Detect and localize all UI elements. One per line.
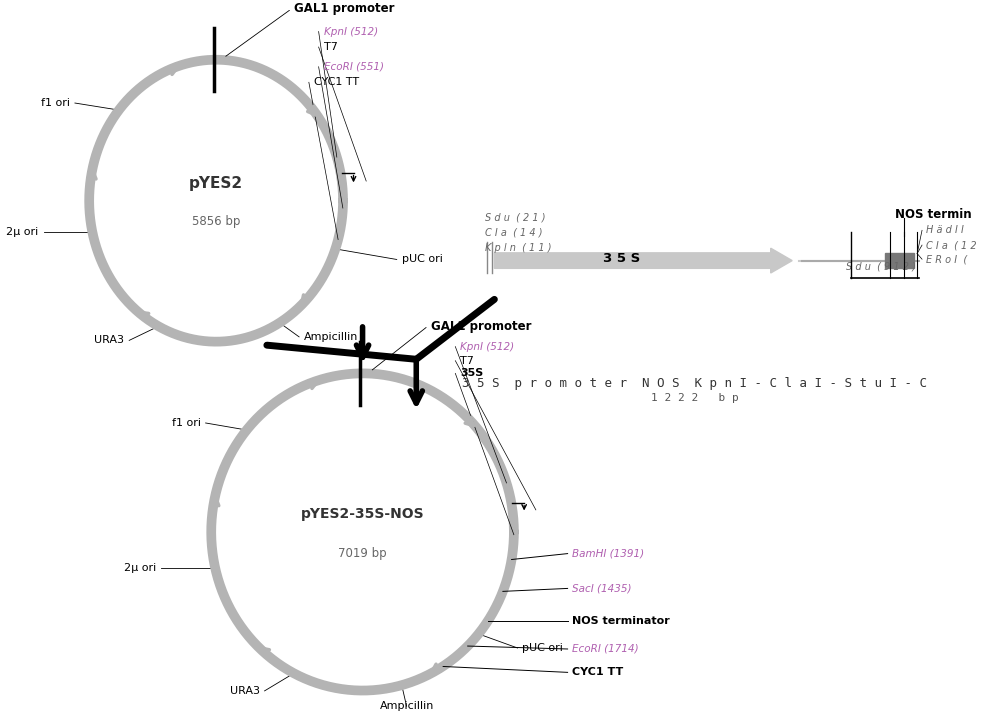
Text: 2μ ori: 2μ ori	[124, 563, 157, 573]
Text: 7019 bp: 7019 bp	[338, 546, 387, 559]
Text: KpnI (512): KpnI (512)	[324, 27, 378, 37]
Text: S d u  ( 2 1 ): S d u ( 2 1 )	[485, 213, 545, 222]
Bar	[885, 253, 914, 269]
Text: 35S: 35S	[460, 368, 483, 378]
Text: S d u  ( 9 1 2 ): S d u ( 9 1 2 )	[846, 261, 916, 271]
Text: EcoRI (551): EcoRI (551)	[324, 62, 384, 72]
Text: T7: T7	[460, 355, 474, 365]
Text: pUC ori: pUC ori	[402, 254, 442, 264]
Text: T7: T7	[324, 42, 337, 52]
FancyArrow shape	[494, 248, 792, 273]
Text: GAL1 promoter: GAL1 promoter	[431, 320, 531, 332]
Text: f1 ori: f1 ori	[172, 418, 201, 428]
Text: NOS termin: NOS termin	[895, 208, 971, 221]
Text: GAL1 promoter: GAL1 promoter	[294, 2, 395, 16]
Text: NOS terminator: NOS terminator	[572, 615, 670, 625]
Text: C I a  ( 1 4 ): C I a ( 1 4 )	[485, 228, 542, 238]
Text: CYC1 TT: CYC1 TT	[572, 667, 624, 677]
Text: Ampicillin: Ampicillin	[304, 332, 358, 342]
Text: 3 5 S: 3 5 S	[603, 252, 640, 265]
Text: 2μ ori: 2μ ori	[6, 228, 39, 238]
Text: CYC1 TT: CYC1 TT	[314, 78, 359, 88]
Text: f1 ori: f1 ori	[41, 98, 70, 108]
Text: 5856 bp: 5856 bp	[192, 215, 240, 228]
Text: URA3: URA3	[230, 686, 260, 696]
Text: pYES2: pYES2	[189, 176, 243, 190]
Text: 3 5 S  p r o m o t e r  N O S  K p n I - C l a I - S t u I - C: 3 5 S p r o m o t e r N O S K p n I - C …	[462, 378, 927, 391]
Text: Ampicillin: Ampicillin	[379, 701, 434, 712]
Text: H ä d I I: H ä d I I	[926, 225, 964, 236]
Text: E R o I  (: E R o I (	[926, 254, 967, 264]
Text: BamHI (1391): BamHI (1391)	[572, 549, 645, 559]
Text: pYES2-35S-NOS: pYES2-35S-NOS	[301, 508, 424, 521]
Text: EcoRI (1714): EcoRI (1714)	[572, 644, 639, 654]
Text: pUC ori: pUC ori	[522, 643, 563, 653]
Text: URA3: URA3	[94, 335, 124, 345]
Text: KpnI (512): KpnI (512)	[460, 342, 514, 352]
Text: K p l n  ( 1 1 ): K p l n ( 1 1 )	[485, 243, 551, 253]
Text: SacI (1435): SacI (1435)	[572, 584, 632, 593]
Text: C I a  ( 1 2: C I a ( 1 2	[926, 240, 977, 250]
Text: 1 2 2 2   b p: 1 2 2 2 b p	[651, 393, 738, 403]
